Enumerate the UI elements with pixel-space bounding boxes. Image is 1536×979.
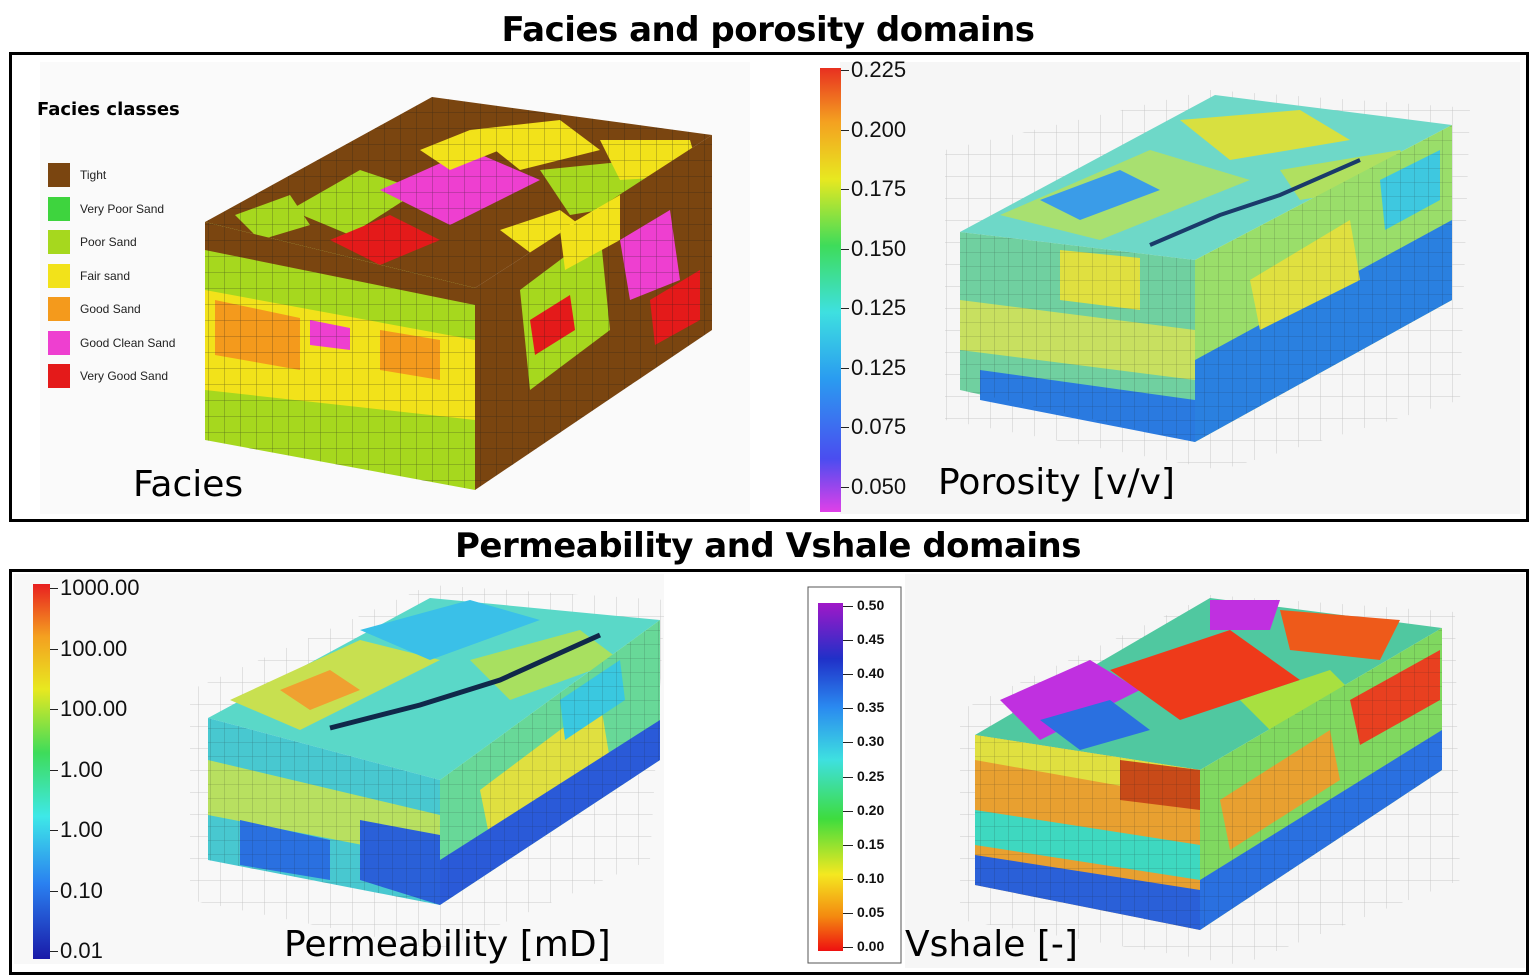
permeability-caption: Permeability [mD] — [284, 924, 611, 965]
colorbar-tick-label: 0.50 — [857, 597, 885, 613]
vshale-block — [807, 574, 1525, 968]
colorbar-tick-mark — [843, 844, 853, 846]
facies-legend-item: Fair sand — [48, 263, 130, 289]
colorbar-tick-mark — [841, 308, 849, 310]
colorbar-tick-mark — [843, 912, 853, 914]
colorbar-tick-label: 0.30 — [857, 733, 885, 750]
facies-legend-label: Poor Sand — [80, 235, 137, 249]
porosity-caption: Porosity [v/v] — [938, 462, 1175, 503]
facies-legend-title: Facies classes — [37, 99, 180, 120]
vshale-colorbar — [818, 603, 843, 951]
colorbar-tick-label: 0.25 — [857, 767, 885, 784]
facies-legend-swatch — [48, 330, 70, 355]
colorbar-tick-mark — [841, 129, 849, 131]
colorbar-tick-mark — [843, 708, 853, 710]
colorbar-tick-mark — [841, 367, 849, 369]
colorbar-tick-label: 0.35 — [857, 699, 885, 716]
colorbar-tick-mark — [843, 606, 853, 607]
facies-legend-label: Very Poor Sand — [80, 201, 165, 216]
colorbar-tick-label: 0.125 — [851, 354, 907, 380]
top-section-title: Facies and porosity domains — [501, 10, 1035, 50]
colorbar-tick-label: 0.45 — [857, 631, 885, 648]
permeability-block — [14, 574, 665, 964]
colorbar-tick-mark — [843, 810, 853, 812]
colorbar-tick-label: 0.05 — [857, 903, 885, 920]
facies-legend-label: Tight — [80, 168, 107, 182]
colorbar-tick-mark — [841, 248, 849, 250]
colorbar-tick-mark — [841, 487, 849, 488]
facies-caption: Facies — [133, 464, 244, 505]
porosity-colorbar — [820, 68, 841, 512]
colorbar-tick-mark — [50, 830, 58, 831]
facies-block — [40, 62, 750, 514]
colorbar-tick-mark — [841, 189, 849, 191]
colorbar-tick-label: 0.15 — [857, 835, 885, 852]
colorbar-tick-mark — [843, 742, 853, 744]
facies-legend-item: Good Clean Sand — [48, 330, 175, 356]
colorbar-tick-label: 0.20 — [857, 801, 885, 818]
facies-legend-swatch — [48, 230, 70, 254]
facies-legend-label: Good Sand — [80, 302, 141, 316]
colorbar-tick-label: 100.00 — [60, 635, 128, 661]
colorbar-tick-label: 0.10 — [857, 869, 885, 886]
colorbar-tick-mark — [841, 427, 849, 429]
facies-legend-item: Good Sand — [48, 296, 141, 322]
colorbar-tick-label: 0.200 — [851, 116, 907, 142]
facies-legend-swatch — [48, 263, 70, 288]
colorbar-tick-mark — [50, 588, 58, 589]
porosity-block — [820, 62, 1520, 514]
permeability-colorbar — [33, 584, 50, 959]
colorbar-tick-mark — [50, 648, 58, 650]
colorbar-tick-label: 0.01 — [60, 938, 103, 963]
colorbar-tick-label: 0.125 — [851, 295, 907, 321]
colorbar-tick-mark — [843, 640, 853, 642]
colorbar-tick-label: 1000.00 — [60, 575, 140, 600]
colorbar-tick-label: 1.00 — [60, 817, 103, 842]
colorbar-tick-label: 0.10 — [60, 877, 103, 903]
colorbar-tick-label: 1.00 — [60, 756, 103, 782]
colorbar-tick-label: 0.050 — [851, 474, 907, 499]
colorbar-tick-mark — [843, 947, 853, 948]
facies-legend-label: Good Clean Sand — [80, 335, 176, 350]
colorbar-tick-mark — [50, 951, 58, 952]
facies-legend-item: Very Poor Sand — [48, 196, 164, 222]
facies-legend-swatch — [48, 364, 70, 388]
facies-legend-label: Fair sand — [80, 268, 131, 283]
colorbar-tick-label: 0.175 — [851, 176, 907, 202]
colorbar-tick-label: 0.225 — [851, 57, 907, 82]
colorbar-tick-label: 0.075 — [851, 414, 907, 440]
colorbar-tick-mark — [843, 878, 853, 880]
colorbar-tick-mark — [841, 70, 849, 71]
facies-legend-item: Poor Sand — [48, 229, 137, 255]
facies-legend-item: Tight — [48, 162, 106, 188]
colorbar-tick-mark — [843, 776, 853, 778]
colorbar-tick-label: 0.40 — [857, 665, 885, 682]
colorbar-tick-label: 100.00 — [60, 696, 128, 721]
facies-legend-swatch — [48, 297, 70, 321]
facies-legend-swatch — [48, 196, 70, 221]
colorbar-tick-mark — [843, 674, 853, 676]
colorbar-tick-mark — [50, 890, 58, 892]
colorbar-tick-mark — [50, 709, 58, 710]
colorbar-tick-label: 0.150 — [851, 235, 907, 261]
colorbar-tick-label: 0.00 — [857, 938, 885, 954]
facies-legend-swatch — [48, 163, 70, 187]
colorbar-tick-mark — [50, 769, 58, 771]
facies-legend-item: Very Good Sand — [48, 363, 168, 389]
vshale-caption: Vshale [-] — [905, 924, 1078, 965]
bottom-section-title: Permeability and Vshale domains — [455, 526, 1081, 566]
facies-legend-label: Very Good Sand — [80, 369, 169, 383]
